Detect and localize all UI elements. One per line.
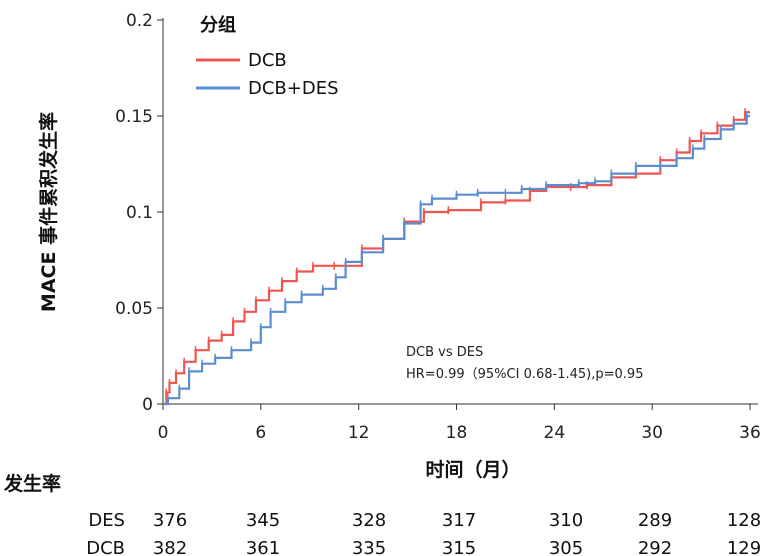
risk-cell: 305: [549, 538, 583, 556]
annotation-comparison: DCB vs DES: [406, 345, 483, 360]
risk-cell: 317: [442, 510, 476, 531]
x-tick-label: 24: [544, 423, 566, 443]
y-tick-label: 0.15: [115, 107, 153, 127]
survival-curves: [163, 108, 750, 406]
risk-cell: 289: [638, 510, 672, 531]
y-tick-label: 0.2: [126, 11, 153, 31]
risk-cell: 345: [246, 510, 280, 531]
risk-cell: 382: [153, 538, 187, 556]
x-tick-label: 30: [641, 423, 663, 443]
risk-cell: 376: [153, 510, 187, 531]
risk-cell: 292: [638, 538, 672, 556]
y-tick-label: 0.1: [126, 203, 153, 223]
risk-cell: 328: [352, 510, 386, 531]
risk-cell: 310: [549, 510, 583, 531]
risk-cell: 128: [727, 510, 761, 531]
annotation-hr: HR=0.99（95%CI 0.68-1.45),p=0.95: [406, 367, 643, 382]
legend-title: 分组: [200, 14, 236, 36]
legend-label-dcb: DCB: [248, 50, 287, 71]
x-tick-label: 0: [158, 423, 169, 443]
legend-label-dcb-des: DCB+DES: [248, 78, 339, 99]
risk-row-label: DCB: [86, 538, 125, 556]
x-tick-label: 6: [255, 423, 266, 443]
risk-cell: 315: [442, 538, 476, 556]
risk-row-label: DES: [88, 510, 125, 531]
x-tick-label: 36: [739, 423, 761, 443]
risk-cell: 361: [246, 538, 280, 556]
x-tick-label: 12: [348, 423, 370, 443]
series-line-dcb: [163, 111, 750, 406]
y-tick-label: 0.05: [115, 299, 153, 319]
x-axis-label: 时间（月）: [425, 458, 520, 481]
risk-table: 发生率 DES 376 345 328 317 310 289 128 DCB 382 361 335…: [3, 472, 761, 556]
y-axis-label: MACE 事件累积发生率: [37, 112, 60, 312]
risk-cell: 335: [352, 538, 386, 556]
y-ticks: 0 0.05 0.1 0.15 0.2: [115, 11, 163, 415]
risk-cell: 129: [727, 538, 761, 556]
x-tick-label: 18: [446, 423, 468, 443]
y-tick-label: 0: [142, 395, 153, 415]
x-ticks: 0 6 12 18 24 30 36: [158, 404, 761, 443]
risk-table-title: 发生率: [3, 472, 61, 495]
legend: 分组 DCB DCB+DES: [196, 14, 339, 99]
